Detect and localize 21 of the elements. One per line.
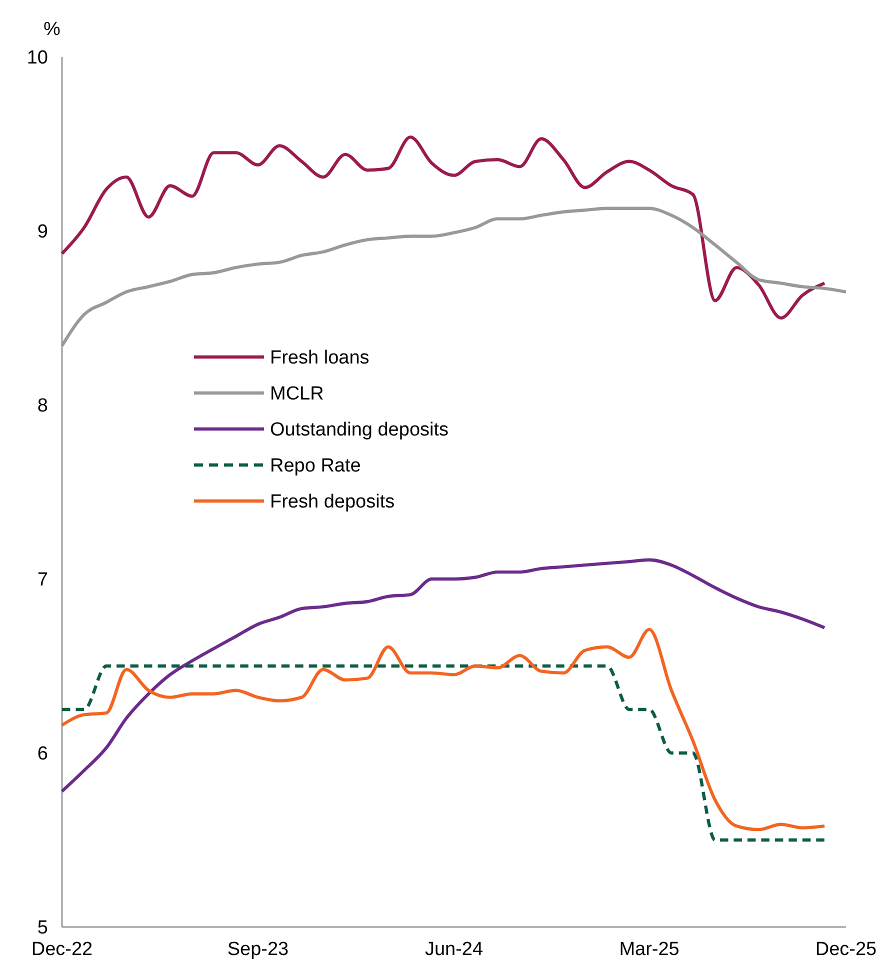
x-tick-label: Jun-24 <box>424 939 484 960</box>
x-tick-label: Sep-23 <box>227 939 289 960</box>
legend-label: Outstanding deposits <box>270 420 449 441</box>
y-tick-label: 6 <box>37 744 48 765</box>
x-tick-label: Dec-22 <box>31 939 93 960</box>
y-tick-label: 7 <box>37 570 48 591</box>
y-tick-label: 8 <box>37 396 48 417</box>
legend-label: Repo Rate <box>270 456 361 477</box>
y-tick-label: 5 <box>37 918 48 939</box>
line-series <box>60 135 826 320</box>
line-series <box>60 628 826 832</box>
y-axis-title: % <box>44 19 61 40</box>
y-tick-label: 9 <box>37 222 48 243</box>
legend-label: Fresh deposits <box>270 492 395 513</box>
legend-label: MCLR <box>270 384 324 405</box>
x-tick-label: Mar-25 <box>619 939 680 960</box>
y-tick-label: 10 <box>26 48 48 69</box>
x-tick-label: Dec-25 <box>815 939 877 960</box>
line-series <box>60 558 826 793</box>
legend-label: Fresh loans <box>270 348 370 369</box>
line-series <box>60 664 826 842</box>
